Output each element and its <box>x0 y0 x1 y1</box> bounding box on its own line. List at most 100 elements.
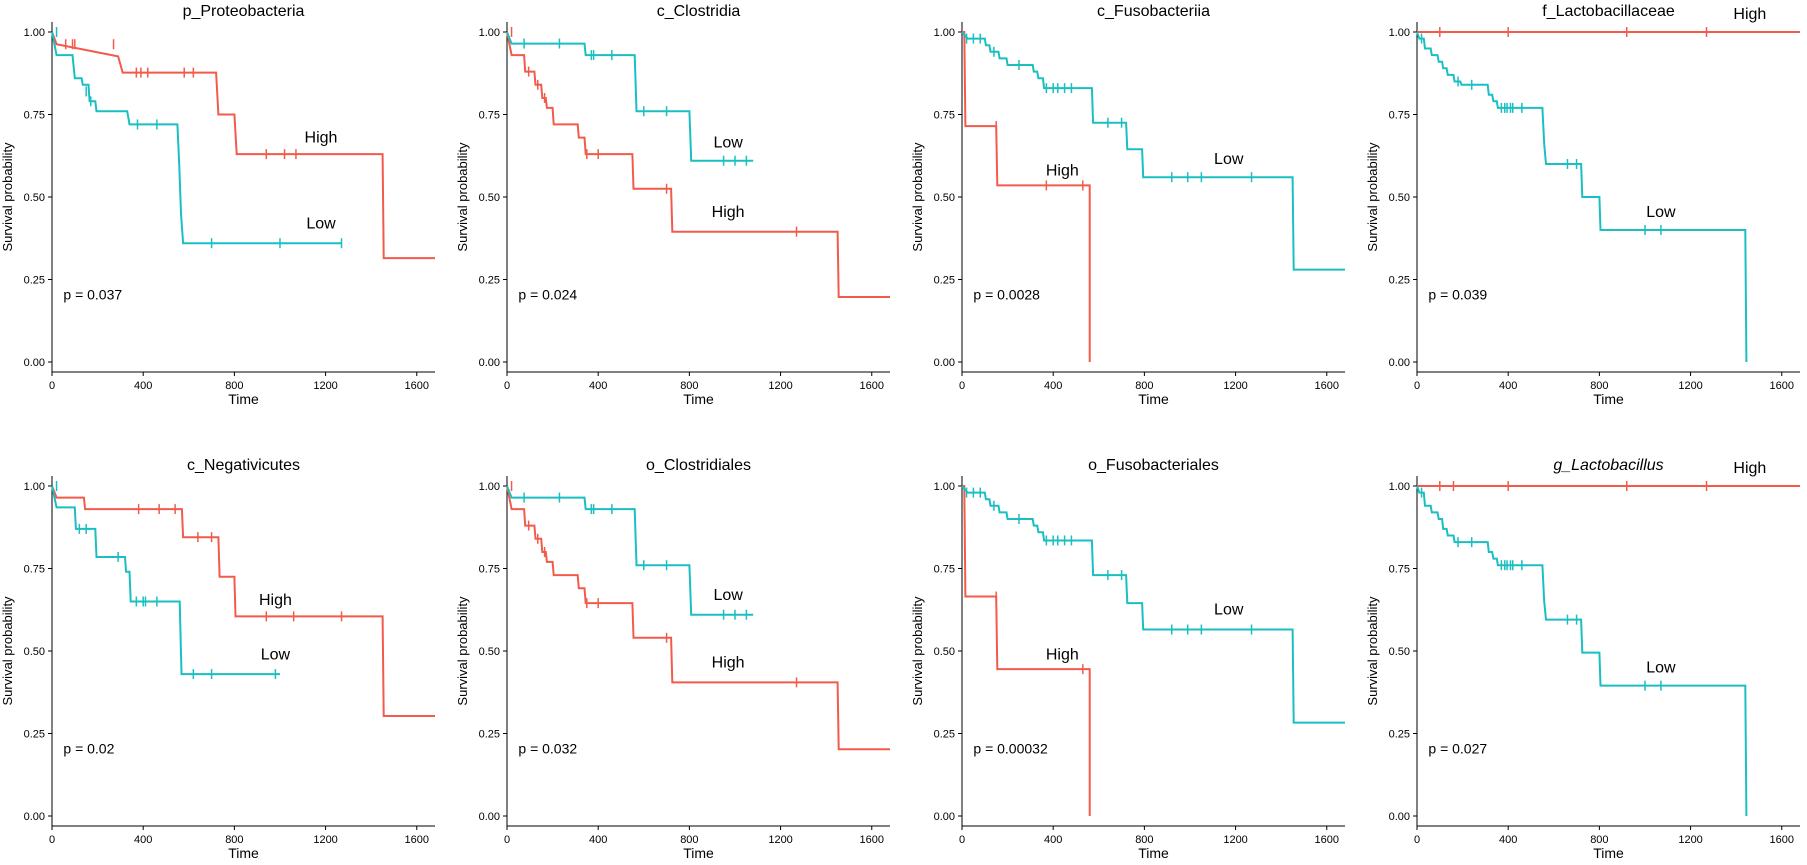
panel-title: o_Clostridiales <box>646 457 751 474</box>
p-value-label: p = 0.0028 <box>973 286 1040 302</box>
x-tick-label: 800 <box>1135 834 1153 846</box>
y-tick-label: 0.00 <box>934 357 955 369</box>
y-tick-label: 0.00 <box>479 357 500 369</box>
y-tick-label: 0.50 <box>1389 646 1410 658</box>
y-tick-label: 0.75 <box>1389 110 1410 122</box>
survival-curve-low <box>506 31 754 162</box>
survival-curve-high <box>506 31 890 298</box>
y-tick-label: 0.50 <box>24 192 45 204</box>
y-tick-label: 0.75 <box>24 110 45 122</box>
x-tick-label: 800 <box>1590 834 1608 846</box>
panel-title: p_Proteobacteria <box>183 3 305 20</box>
panel-title: g_Lactobacillus <box>1553 457 1663 474</box>
y-tick-label: 0.75 <box>1389 564 1410 576</box>
y-tick-label: 0.50 <box>934 646 955 658</box>
km-panel-6: o_Fusobacteriales 0.00 0.25 0.50 0.75 1.00 0 40… <box>910 457 1345 861</box>
curve-label-low: Low <box>1646 204 1676 221</box>
x-tick-label: 1600 <box>1315 380 1339 392</box>
x-tick-label: 1600 <box>1315 834 1339 846</box>
x-tick-label: 1200 <box>313 380 337 392</box>
curve-label-high: High <box>1046 646 1079 663</box>
y-tick-label: 0.25 <box>479 275 500 287</box>
km-panel-7: g_Lactobacillus 0.00 0.25 0.50 0.75 1.00 0 400 8… <box>1365 457 1800 861</box>
y-tick-label: 0.25 <box>24 729 45 741</box>
curve-label-high: High <box>1733 460 1766 477</box>
x-tick-label: 400 <box>1499 380 1517 392</box>
x-tick-label: 1600 <box>1770 380 1794 392</box>
x-tick-label: 1600 <box>860 380 884 392</box>
y-tick-label: 0.00 <box>24 811 45 823</box>
y-axis-label: Survival probability <box>910 596 925 706</box>
y-tick-label: 0.25 <box>934 729 955 741</box>
x-tick-label: 800 <box>225 380 243 392</box>
x-axis-label: Time <box>683 391 714 407</box>
x-tick-label: 400 <box>1044 380 1062 392</box>
x-tick-label: 1200 <box>1678 834 1702 846</box>
panel-title: o_Fusobacteriales <box>1088 457 1219 474</box>
y-tick-label: 0.00 <box>934 811 955 823</box>
survival-curve-high <box>962 31 1091 362</box>
x-tick-label: 400 <box>589 834 607 846</box>
panel-title: c_Negativicutes <box>187 457 300 474</box>
y-tick-label: 0.50 <box>479 646 500 658</box>
y-axis-label: Survival probability <box>455 142 470 252</box>
x-tick-label: 1200 <box>1678 380 1702 392</box>
km-panel-3: f_Lactobacillaceae 0.00 0.25 0.50 0.75 1.00 0 4… <box>1365 3 1800 407</box>
x-tick-label: 0 <box>49 380 55 392</box>
x-tick-label: 1600 <box>1770 834 1794 846</box>
y-tick-label: 0.75 <box>479 564 500 576</box>
km-panel-0: p_Proteobacteria 0.00 0.25 0.50 0.75 1.00 0 400… <box>0 3 435 407</box>
x-axis-label: Time <box>1138 391 1169 407</box>
x-tick-label: 1200 <box>313 834 337 846</box>
y-tick-label: 0.25 <box>479 729 500 741</box>
x-tick-label: 0 <box>49 834 55 846</box>
p-value-label: p = 0.032 <box>518 740 577 756</box>
y-tick-label: 0.50 <box>1389 192 1410 204</box>
x-tick-label: 0 <box>1414 380 1420 392</box>
x-tick-label: 1200 <box>1223 834 1247 846</box>
p-value-label: p = 0.00032 <box>973 740 1048 756</box>
panel-title: f_Lactobacillaceae <box>1542 3 1675 20</box>
p-value-label: p = 0.037 <box>63 286 122 302</box>
y-tick-label: 0.75 <box>479 110 500 122</box>
panel-title: c_Clostridia <box>657 3 741 20</box>
y-tick-label: 1.00 <box>479 481 500 493</box>
survival-curve-high <box>51 31 435 260</box>
x-tick-label: 800 <box>225 834 243 846</box>
x-tick-label: 1600 <box>405 380 429 392</box>
x-tick-label: 400 <box>1044 834 1062 846</box>
y-tick-label: 0.50 <box>479 192 500 204</box>
y-axis-label: Survival probability <box>0 596 15 706</box>
y-tick-label: 1.00 <box>479 27 500 39</box>
p-value-label: p = 0.02 <box>63 740 114 756</box>
y-tick-label: 1.00 <box>24 27 45 39</box>
y-tick-label: 1.00 <box>934 27 955 39</box>
x-tick-label: 0 <box>504 380 510 392</box>
x-axis-label: Time <box>1593 391 1624 407</box>
x-tick-label: 400 <box>134 380 152 392</box>
y-tick-label: 0.00 <box>24 357 45 369</box>
curve-label-high: High <box>259 592 292 609</box>
y-tick-label: 0.75 <box>934 110 955 122</box>
curve-label-low: Low <box>1646 659 1676 676</box>
x-tick-label: 400 <box>1499 834 1517 846</box>
km-panel-2: c_Fusobacteriia 0.00 0.25 0.50 0.75 1.00 0 400 8… <box>910 3 1345 407</box>
curve-label-low: Low <box>306 215 336 232</box>
curve-label-low: Low <box>261 646 291 663</box>
survival-curve-low <box>506 485 754 616</box>
curve-label-high: High <box>305 130 338 147</box>
x-tick-label: 400 <box>589 380 607 392</box>
survival-curve-low <box>961 31 1345 271</box>
p-value-label: p = 0.039 <box>1428 286 1487 302</box>
x-axis-label: Time <box>1593 845 1624 861</box>
km-panel-4: c_Negativicutes 0.00 0.25 0.50 0.75 1.00 0 400 8… <box>0 457 435 861</box>
x-tick-label: 800 <box>1590 380 1608 392</box>
survival-curve-low <box>51 485 280 676</box>
y-axis-label: Survival probability <box>455 596 470 706</box>
curve-label-low: Low <box>1214 602 1244 619</box>
survival-curve-low <box>51 31 342 245</box>
y-tick-label: 0.25 <box>934 275 955 287</box>
km-panel-5: o_Clostridiales 0.00 0.25 0.50 0.75 1.00 0 400 8… <box>455 457 890 861</box>
x-tick-label: 400 <box>134 834 152 846</box>
